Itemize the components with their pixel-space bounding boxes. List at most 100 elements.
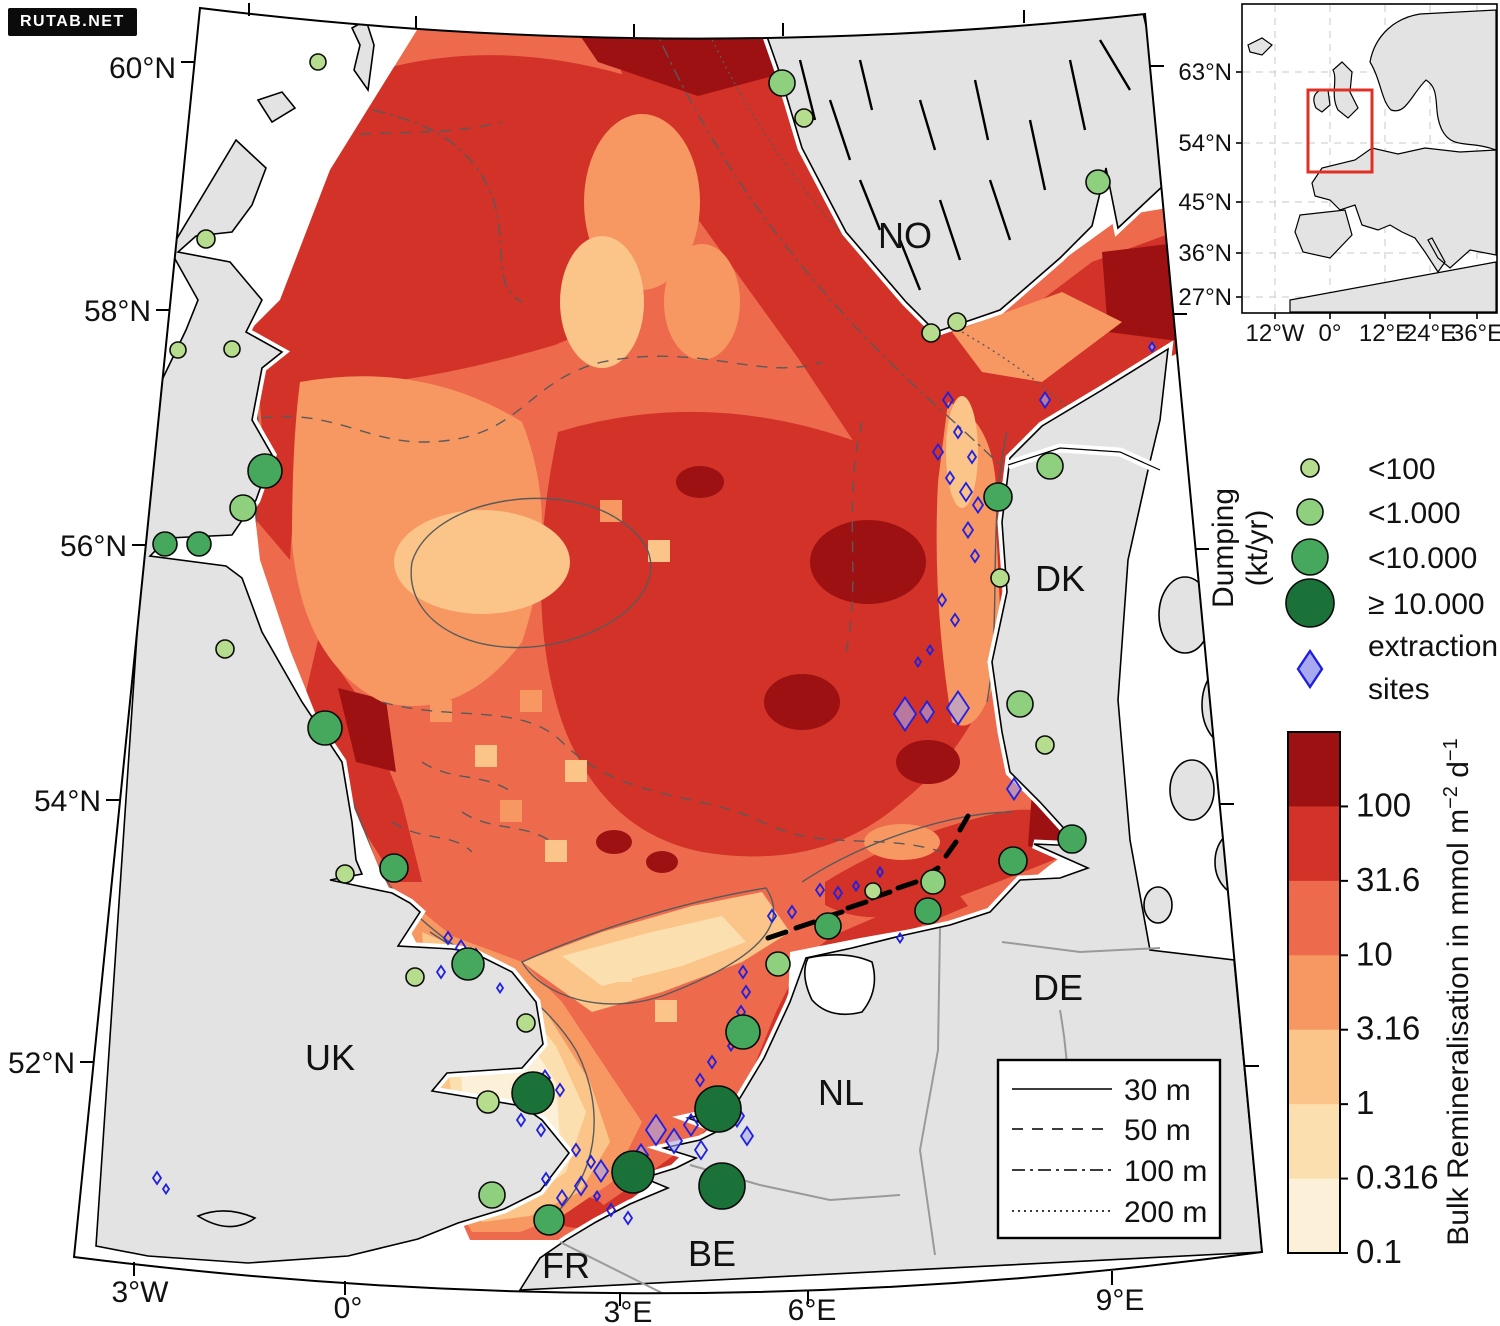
lat-tick-label: 58°N (84, 295, 151, 328)
dumping-site-marker (405, 967, 425, 987)
extraction-site-marker (949, 612, 961, 628)
lon-tick-label: 6°E (788, 1294, 837, 1326)
country-label-be: BE (688, 1233, 736, 1274)
country-label-no: NO (878, 215, 932, 256)
colorbar-tick-label: 31.6 (1356, 861, 1420, 898)
country-label-de: DE (1033, 967, 1083, 1008)
colorbar-segment (1288, 732, 1340, 808)
dumping-legend-title: Dumping (1207, 488, 1240, 608)
extraction-site-marker (435, 964, 447, 980)
dumping-site-marker (794, 108, 814, 128)
dumping-site-marker (814, 912, 842, 940)
inset-lat-label: 63°N (1178, 59, 1232, 86)
inset-lon-label: 24°E (1404, 320, 1456, 347)
dumping-site-marker (990, 568, 1010, 588)
lat-tick-label: 54°N (34, 785, 101, 818)
extraction-site-marker (766, 908, 778, 924)
extraction-sites-icon (1296, 648, 1324, 690)
extraction-site-marker (913, 655, 923, 669)
inset-lon-label: 36°E (1451, 320, 1500, 347)
dumping-site-marker (1036, 452, 1064, 480)
extraction-site-marker (892, 695, 918, 733)
colorbar-tick-label: 10 (1356, 935, 1393, 972)
extraction-site-marker (895, 931, 905, 945)
dumping-site-marker (698, 1162, 746, 1210)
dumping-legend-circle (1291, 538, 1329, 576)
dumping-legend-label: ≥ 10.000 (1368, 588, 1485, 621)
lat-tick-label: 60°N (109, 52, 176, 85)
dumping-site-marker (247, 453, 283, 489)
lon-tick-label: 0° (334, 1292, 363, 1325)
extraction-site-marker (945, 689, 971, 727)
depth-legend: 30 m 50 m 100 m 200 m (996, 1058, 1222, 1240)
dumping-site-marker (864, 882, 882, 900)
colorbar-segment (1288, 1104, 1340, 1180)
extraction-site-marker (495, 981, 505, 995)
extraction-site-marker (585, 1154, 597, 1170)
dumping-site-marker (1035, 735, 1055, 755)
extraction-site-marker (535, 1122, 547, 1138)
colorbar-tick-label: 100 (1356, 786, 1411, 823)
dumping-site-marker (947, 312, 967, 332)
extraction-site-marker (555, 1188, 569, 1208)
extraction-site-marker (971, 495, 985, 515)
dumping-legend-circle (1300, 458, 1320, 478)
dumping-legend-units: (kt/yr) (1241, 510, 1274, 587)
extraction-site-marker (693, 1139, 709, 1161)
colorbar-segment (1288, 880, 1340, 956)
extraction-site-marker (931, 442, 945, 462)
extraction-site-marker (694, 1072, 706, 1088)
dumping-legend-label: <10.000 (1368, 542, 1477, 575)
dumping-site-marker (1085, 169, 1111, 195)
extraction-site-marker (958, 481, 974, 503)
extraction-site-marker (941, 390, 955, 410)
extraction-site-marker (925, 643, 935, 657)
dumping-site-marker (765, 951, 791, 977)
extraction-site-marker (682, 1112, 700, 1138)
extraction-site-marker (664, 1127, 684, 1155)
extraction-site-marker (952, 424, 964, 440)
extraction-site-marker (151, 1170, 163, 1186)
extraction-site-marker (969, 548, 981, 564)
extraction-site-marker (786, 904, 798, 920)
inset-lat-label: 45°N (1178, 189, 1232, 216)
axis-ticks (80, 3, 1259, 1306)
extraction-site-marker (605, 1202, 617, 1218)
country-labels: NO DK DE NL BE FR UK (305, 215, 1085, 1286)
dumping-site-marker (223, 340, 241, 358)
colorbar-segment (1288, 1029, 1340, 1105)
extraction-site-marker (540, 1171, 552, 1187)
extraction-site-marker (622, 1210, 634, 1226)
colorbar-tick-label: 0.1 (1356, 1233, 1402, 1270)
extraction-site-marker (918, 699, 936, 725)
extraction-site-marker (1038, 390, 1052, 410)
extraction-site-marker (161, 1182, 171, 1196)
extraction-site-marker (554, 1082, 566, 1098)
lon-tick-label: 3°E (604, 1296, 653, 1326)
dumping-site-marker (215, 639, 235, 659)
extraction-site-marker (966, 449, 978, 465)
colorbar-outline (1287, 731, 1341, 1254)
main-map (74, 8, 1262, 1294)
colorbar-tick-label: 3.16 (1356, 1010, 1420, 1047)
dumping-site-marker (307, 710, 343, 746)
extraction-site-marker (737, 964, 749, 980)
extraction-site-marker (740, 984, 752, 1000)
extraction-site-marker (515, 1112, 527, 1128)
dumping-site-marker (511, 1071, 555, 1115)
extraction-site-marker (592, 1158, 610, 1184)
extraction-site-marker (644, 1113, 668, 1147)
extraction-site-marker (1005, 776, 1023, 802)
extraction-site-marker (570, 1142, 582, 1158)
extraction-site-marker (961, 520, 975, 540)
inset-lon-label: 12°W (1246, 320, 1305, 347)
extraction-site-marker (592, 1189, 602, 1203)
dumping-legend-label: <100 (1368, 453, 1436, 486)
dumping-site-marker (533, 1204, 565, 1236)
lon-tick-label: 3°W (112, 1276, 170, 1309)
dumping-site-marker (725, 1014, 761, 1050)
lat-tick-label: 56°N (60, 530, 127, 563)
colorbar-segment (1288, 806, 1340, 882)
